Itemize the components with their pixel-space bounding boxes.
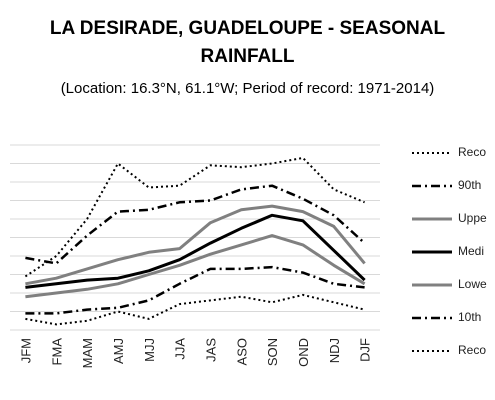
legend-swatch	[412, 217, 452, 221]
legend-item: Medi	[410, 242, 495, 262]
legend-swatch	[412, 350, 452, 352]
series-line-5	[25, 265, 365, 315]
x-tick-label: OND	[296, 338, 311, 367]
chart-title-line-2: RAINFALL	[200, 46, 295, 67]
x-tick-label: JJA	[173, 338, 188, 360]
x-tick-label: JFM	[18, 338, 33, 363]
chart-title-line-1: LA DESIRADE, GUADELOUPE - SEASONAL	[49, 18, 446, 39]
legend-swatch	[412, 184, 452, 188]
series-lines	[24, 156, 366, 326]
legend-item: Uppe	[410, 209, 495, 229]
legend-label: Uppe	[458, 211, 487, 225]
x-tick-label: DJF	[358, 338, 373, 362]
chart-subtitle: (Location: 16.3°N, 61.1°W; Period of rec…	[60, 80, 435, 97]
legend-swatch	[412, 250, 452, 254]
legend-label: Lowe	[458, 277, 487, 291]
legend-label: 10th	[458, 310, 482, 324]
legend-item: 10th	[410, 308, 495, 328]
legend-item: Lowe	[410, 275, 495, 295]
series-line-6	[25, 293, 365, 326]
x-tick-label: SON	[265, 338, 280, 366]
series-line-4	[25, 234, 366, 299]
series-line-0	[24, 156, 365, 278]
series-line-3	[25, 213, 366, 289]
legend-item: Reco	[410, 341, 495, 361]
legend-label: Reco	[458, 343, 487, 357]
x-tick-label: MAM	[80, 338, 95, 368]
x-tick-labels: JFM FMA MAM AMJ MJJ JJA JAS ASO SON OND NDJ DJF	[18, 338, 372, 369]
legend-swatch	[412, 316, 452, 320]
legend-label: Medi	[458, 244, 485, 258]
series-line-2	[25, 204, 366, 286]
legend-swatch	[412, 152, 452, 154]
legend-swatch	[412, 283, 452, 287]
legend-item: 90th	[410, 176, 495, 196]
x-tick-label: ASO	[234, 338, 249, 365]
legend-item: Reco	[410, 143, 495, 163]
x-tick-label: NDJ	[327, 338, 342, 363]
legend-label: Reco	[458, 145, 487, 159]
x-tick-label: FMA	[49, 338, 64, 366]
x-tick-label: AMJ	[111, 338, 126, 364]
x-tick-label: MJJ	[142, 338, 157, 362]
legend-label: 90th	[458, 178, 482, 192]
x-tick-label: JAS	[203, 338, 218, 362]
series-line-1	[25, 184, 366, 265]
